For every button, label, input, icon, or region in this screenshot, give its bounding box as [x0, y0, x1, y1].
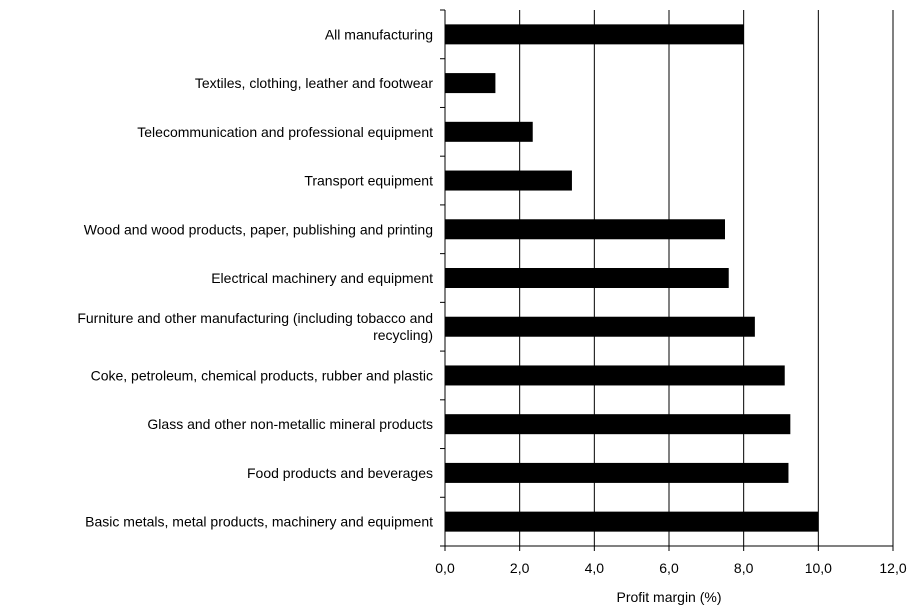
category-label: Textiles, clothing, leather and footwear	[195, 75, 433, 91]
category-label: recycling)	[373, 327, 433, 343]
x-tick-labels: 0,0 2,0 4,0 6,0 8,0 10,0 12,0	[435, 560, 907, 576]
bar	[445, 24, 744, 45]
category-label: Transport equipment	[304, 173, 433, 189]
bar	[445, 414, 791, 435]
category-label: Wood and wood products, paper, publishin…	[84, 221, 433, 237]
bar	[445, 268, 729, 288]
category-label: Telecommunication and professional equip…	[137, 124, 433, 140]
category-label: Electrical machinery and equipment	[211, 270, 433, 286]
x-axis-title: Profit margin (%)	[616, 589, 721, 605]
category-label: All manufacturing	[325, 26, 433, 42]
bar	[445, 73, 496, 94]
bar	[445, 170, 572, 191]
bars	[445, 24, 819, 532]
bar	[445, 219, 725, 240]
x-tick-label: 12,0	[879, 560, 906, 576]
bar	[445, 365, 785, 386]
category-label: Basic metals, metal products, machinery …	[85, 514, 433, 530]
x-tick-label: 8,0	[734, 560, 754, 576]
category-label: Furniture and other manufacturing (inclu…	[77, 310, 433, 326]
x-tick-label: 2,0	[510, 560, 530, 576]
bar	[445, 511, 819, 532]
axes	[440, 9, 894, 551]
bar	[445, 316, 755, 337]
category-label: Coke, petroleum, chemical products, rubb…	[91, 367, 433, 383]
category-labels: All manufacturing Textiles, clothing, lea…	[77, 26, 433, 529]
x-tick-label: 4,0	[585, 560, 605, 576]
x-tick-label: 10,0	[805, 560, 832, 576]
bar	[445, 462, 789, 483]
x-tick-label: 0,0	[435, 560, 455, 576]
x-tick-label: 6,0	[659, 560, 679, 576]
bar	[445, 121, 533, 142]
category-label: Glass and other non-metallic mineral pro…	[147, 416, 433, 432]
category-label: Food products and beverages	[247, 465, 433, 481]
